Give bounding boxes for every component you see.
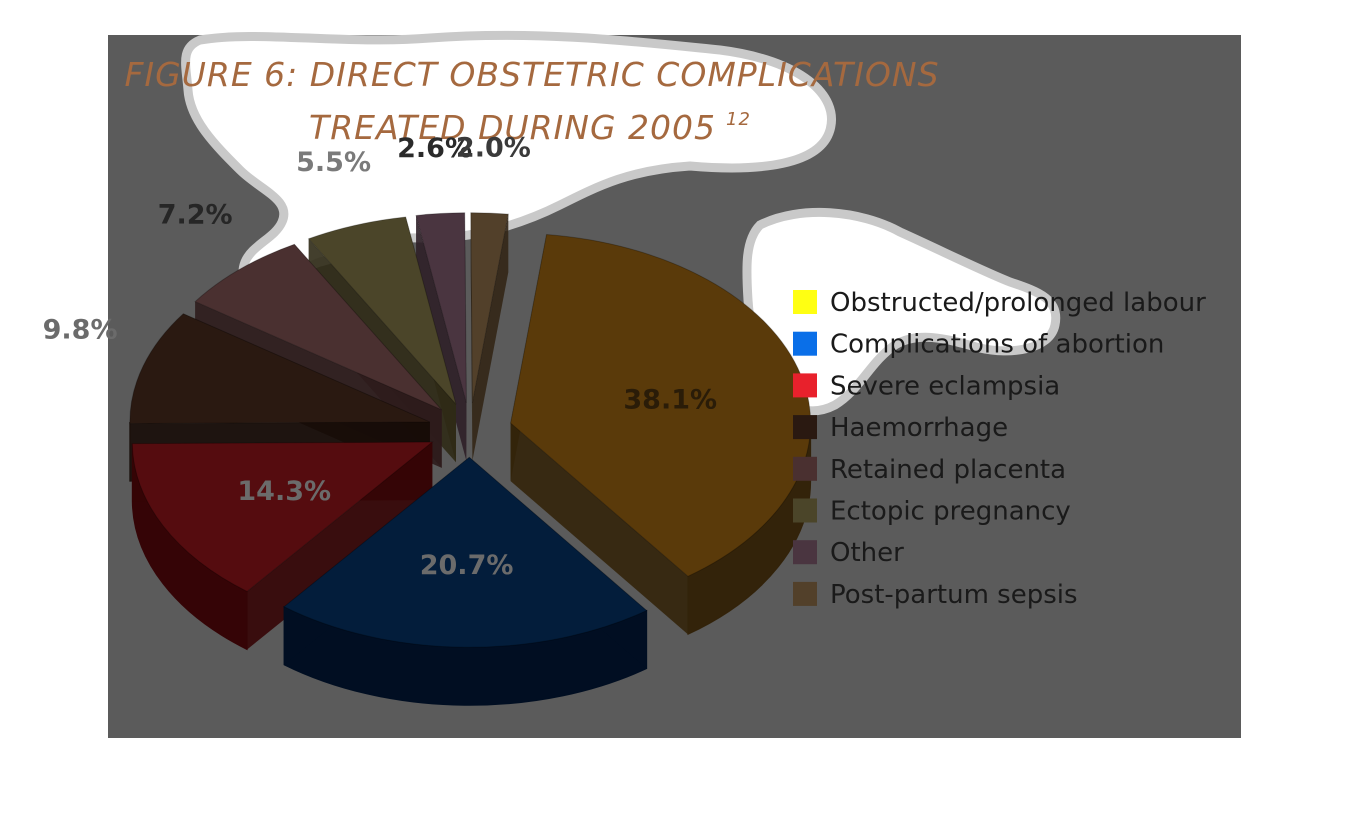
value-label-other: 2.6% [397, 133, 472, 164]
legend-swatch [793, 331, 817, 356]
legend-label: Complications of abortion [830, 330, 1164, 360]
legend-item-severe-eclampsia: Severe eclampsia [793, 371, 1060, 401]
value-label-post-partum-sepsis: 2.0% [456, 132, 531, 163]
pie-slice-obstructed-prolonged-labour [510, 233, 812, 636]
legend-item-complications-of-abortion: Complications of abortion [793, 330, 1164, 360]
legend-swatch [793, 373, 817, 398]
chart-title-line-2: TREATED DURING 2005 12 [309, 108, 751, 147]
pie-slice-complications-of-abortion [283, 456, 648, 706]
legend-item-haemorrhage: Haemorrhage [793, 413, 1008, 443]
legend-swatch [793, 498, 817, 523]
legend-item-obstructed-prolonged-labour: Obstructed/prolonged labour [793, 288, 1206, 318]
legend-swatch [793, 456, 817, 481]
pie-slices [129, 212, 812, 706]
legend-swatch [793, 581, 817, 606]
value-label-complications-of-abortion: 20.7% [420, 550, 514, 581]
pie-value-labels: 38.1% 20.7% 14.3% 9.8% 7.2% 5.5% 2.6%2.0% [43, 132, 717, 580]
legend-swatch [793, 415, 817, 440]
legend-label: Other [830, 538, 904, 568]
value-label-obstructed-prolonged-labour: 38.1% [623, 385, 717, 416]
legend-label: Haemorrhage [830, 413, 1008, 443]
legend-label: Retained placenta [830, 455, 1066, 485]
legend-item-retained-placenta: Retained placenta [793, 455, 1066, 485]
legend-item-post-partum-sepsis: Post-partum sepsis [793, 580, 1078, 610]
value-label-severe-eclampsia: 14.3% [237, 476, 331, 507]
value-label-haemorrhage: 9.8% [43, 315, 118, 346]
chart-title-line-1: FIGURE 6: DIRECT OBSTETRIC COMPLICATIONS [124, 55, 939, 94]
value-label-retained-placenta: 7.2% [158, 200, 233, 231]
value-label-ectopic-pregnancy: 5.5% [296, 147, 371, 178]
legend-label: Ectopic pregnancy [830, 497, 1071, 527]
pie-slice-severe-eclampsia [131, 441, 434, 651]
legend-label: Severe eclampsia [830, 371, 1060, 401]
legend-swatch [793, 540, 817, 565]
legend-swatch [793, 290, 817, 314]
legend-label: Obstructed/prolonged labour [830, 288, 1206, 318]
legend-item-other: Other [793, 538, 904, 568]
legend: Obstructed/prolonged labour Complications… [793, 288, 1206, 610]
legend-item-ectopic-pregnancy: Ectopic pregnancy [793, 497, 1071, 527]
legend-label: Post-partum sepsis [830, 580, 1078, 610]
title-superscript: 12 [726, 109, 751, 130]
pie-slice-post-partum-sepsis [470, 212, 509, 461]
